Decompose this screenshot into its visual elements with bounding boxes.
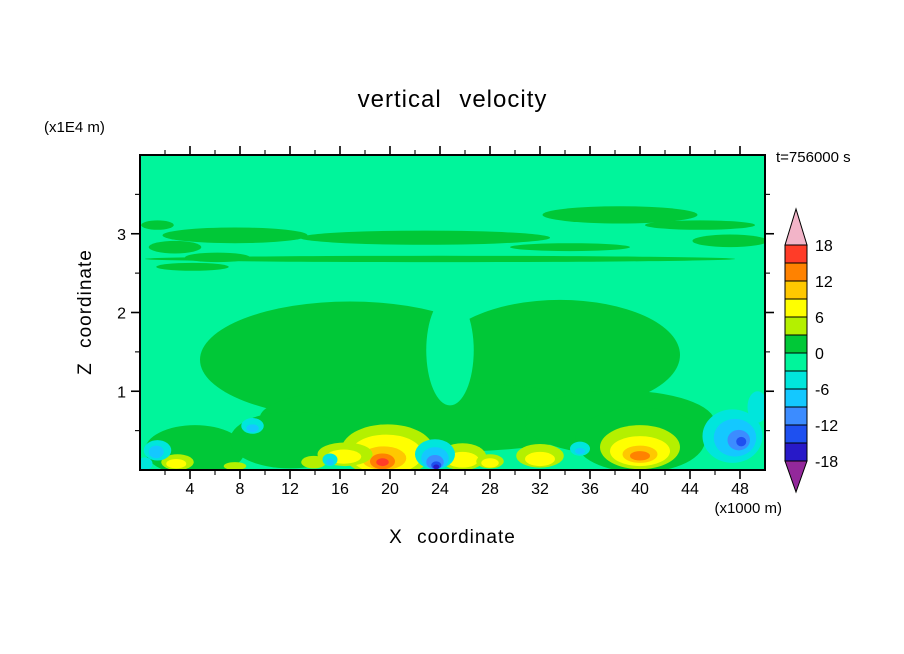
x-tick-label: 16 — [331, 481, 349, 498]
contour-region-yellow — [525, 451, 555, 467]
contour-region-green — [692, 234, 765, 248]
time-annotation: t=756000 s — [776, 149, 851, 166]
contour-region-green — [148, 240, 202, 254]
contour-region-teal — [140, 457, 153, 470]
y-tick-label: 2 — [117, 306, 126, 323]
colorbar-arrow-top — [784, 207, 808, 246]
x-tick-label: 4 — [186, 481, 195, 498]
x-tick-label: 24 — [431, 481, 449, 498]
colorbar-segment-amber — [784, 280, 808, 300]
x-tick-label: 40 — [631, 481, 649, 498]
colorbar-segment-lightblue — [784, 406, 808, 426]
contour-region-green — [440, 299, 680, 411]
chart-title: vertical velocity — [357, 86, 548, 113]
contour-region-green — [510, 243, 630, 252]
colorbar-segment-navy — [784, 442, 808, 462]
colorbar-segment-orange — [784, 262, 808, 282]
x-tick-label: 36 — [581, 481, 599, 498]
contour-region-green — [542, 206, 698, 224]
contour-region-green — [260, 382, 620, 452]
colorbar-segment-blue — [784, 424, 808, 444]
contour-region-cyan — [246, 424, 259, 433]
colorbar-label: -12 — [815, 418, 838, 435]
contour-region-yellowgreen — [301, 455, 327, 469]
contour-region-yellow — [481, 458, 499, 468]
y-axis-unit-label: (x1E4 m) — [44, 119, 105, 136]
contour-region-cyan — [326, 458, 334, 466]
contour-field — [140, 155, 765, 470]
contour-region-green — [162, 227, 308, 244]
contour-region-green — [300, 230, 550, 245]
plot-frame — [139, 154, 766, 471]
colorbar-segment-mint — [784, 352, 808, 372]
contour-region-cyan — [148, 445, 164, 459]
contour-region-green — [145, 255, 735, 263]
colorbar-label: 6 — [815, 310, 824, 327]
x-tick-label: 28 — [481, 481, 499, 498]
colorbar-segment-cyan — [784, 388, 808, 408]
x-tick-label: 8 — [236, 481, 245, 498]
contour-region-green — [141, 220, 174, 230]
contour-region-teal — [747, 391, 765, 423]
contour-region-red — [376, 458, 389, 467]
x-tick-label: 32 — [531, 481, 549, 498]
x-tick-label: 44 — [681, 481, 699, 498]
contour-region-green — [645, 220, 755, 230]
contour-region-orange — [630, 451, 650, 461]
x-tick-label: 20 — [381, 481, 399, 498]
colorbar-segment-teal — [784, 370, 808, 390]
x-axis-title: X coordinate — [389, 527, 516, 548]
contour-region-cyan — [575, 447, 585, 455]
x-tick-label: 48 — [731, 481, 749, 498]
y-tick-label: 3 — [117, 227, 126, 244]
colorbar-label: 0 — [815, 346, 824, 363]
colorbar-label: -18 — [815, 454, 838, 471]
colorbar-label: -6 — [815, 382, 829, 399]
contour-region-green — [185, 252, 250, 263]
axis-ticks — [131, 146, 774, 479]
colorbar-arrow-bottom — [784, 460, 808, 494]
colorbar-label: 18 — [815, 238, 833, 255]
contour-region-yellowgreen — [223, 462, 247, 470]
contour-region-mint — [426, 295, 474, 406]
y-tick-label: 1 — [117, 384, 126, 401]
x-tick-label: 12 — [281, 481, 299, 498]
colorbar: 18 12 6 0 -6 -12 -18 — [784, 207, 838, 494]
colorbar-segment-red — [784, 244, 808, 264]
contour-region-navy — [433, 464, 440, 470]
x-axis-unit-label: (x1000 m) — [714, 500, 782, 517]
contour-region-blue — [736, 436, 747, 447]
contour-region-green — [156, 262, 229, 271]
contour-region-yellow — [166, 458, 187, 469]
colorbar-segment-yellowgreen — [784, 316, 808, 336]
colorbar-segment-green — [784, 334, 808, 354]
colorbar-label: 12 — [815, 274, 833, 291]
colorbar-segment-yellow — [784, 298, 808, 318]
